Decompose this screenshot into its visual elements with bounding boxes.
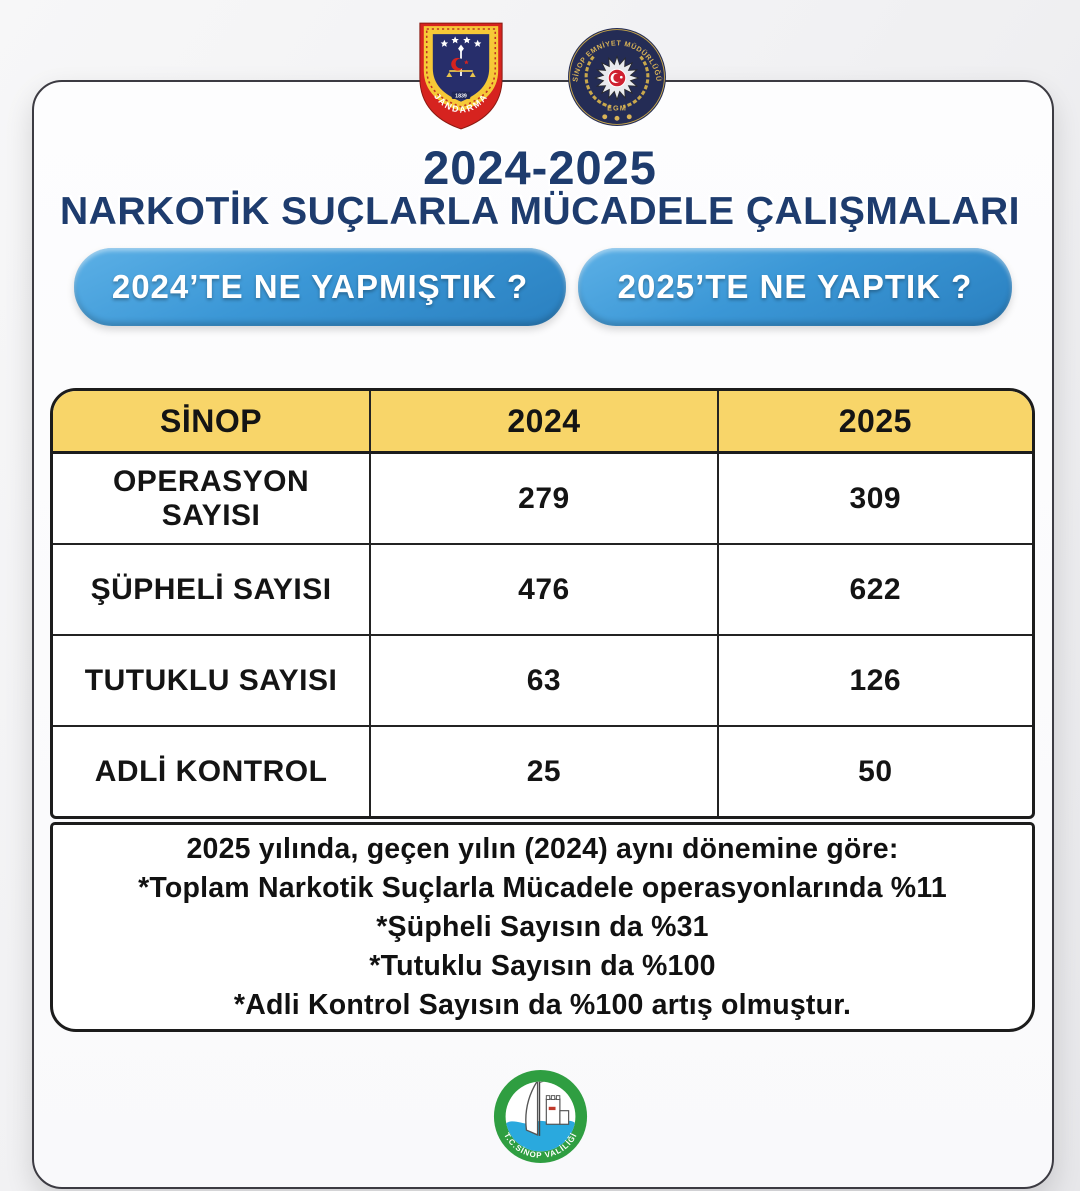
- note-line: *Tutuklu Sayısın da %100: [369, 949, 716, 982]
- value-2025: 622: [849, 572, 902, 606]
- value-2024: 25: [371, 727, 719, 816]
- row-label: TUTUKLU SAYISI: [53, 636, 372, 725]
- header-2024: 2024: [371, 391, 719, 451]
- police-egm-label: EGM: [607, 104, 627, 113]
- note-line: *Adli Kontrol Sayısın da %100 artış olmu…: [233, 988, 852, 1021]
- year-2024-button[interactable]: 2024’TE NE YAPMIŞTIK ?: [74, 248, 566, 326]
- value-2025: 126: [849, 663, 902, 697]
- jandarma-logo-icon: 1839 JANDARMA: [419, 22, 503, 130]
- row-label: ADLİ KONTROL: [53, 727, 372, 816]
- note-line: *Toplam Narkotik Suçlarla Mücadele opera…: [138, 871, 947, 904]
- table-row: OPERASYON SAYISI 279 309: [53, 454, 1032, 545]
- value-2024: 63: [371, 636, 719, 725]
- header-2025: 2025: [838, 402, 912, 439]
- statistics-table: SİNOP 2024 2025 OPERASYON SAYISI 279 309…: [50, 388, 1035, 819]
- header-sinop: SİNOP: [53, 391, 372, 451]
- row-label: OPERASYON SAYISI: [53, 454, 372, 543]
- value-2025: 50: [858, 754, 893, 788]
- police-logo-icon: EGM SİNOP EMNİYET MÜDÜRLÜĞÜ: [568, 28, 666, 126]
- sinop-governorship-logo-icon: T.C.SİNOP VALİLİĞİ: [493, 1069, 588, 1164]
- table-header-row: SİNOP 2024 2025: [53, 391, 1032, 454]
- note-line: 2025 yılında, geçen yılın (2024) aynı dö…: [186, 832, 899, 865]
- poster-years-title: 2024-2025: [423, 141, 657, 194]
- note-line: *Şüpheli Sayısın da %31: [376, 910, 709, 943]
- table-row: ADLİ KONTROL 25 50: [53, 727, 1032, 816]
- table-row: TUTUKLU SAYISI 63 126: [53, 636, 1032, 727]
- table-row: ŞÜPHELİ SAYISI 476 622: [53, 545, 1032, 636]
- jandarma-year-label: 1839: [455, 93, 467, 99]
- year-2025-button[interactable]: 2025’TE NE YAPTIK ?: [578, 248, 1012, 326]
- value-2025: 309: [849, 481, 902, 515]
- value-2024: 476: [371, 545, 719, 634]
- poster-main-title: NARKOTİK SUÇLARLA MÜCADELE ÇALIŞMALARI: [60, 190, 1020, 233]
- value-2024: 279: [371, 454, 719, 543]
- notes-panel: 2025 yılında, geçen yılın (2024) aynı dö…: [50, 822, 1035, 1032]
- row-label: ŞÜPHELİ SAYISI: [53, 545, 372, 634]
